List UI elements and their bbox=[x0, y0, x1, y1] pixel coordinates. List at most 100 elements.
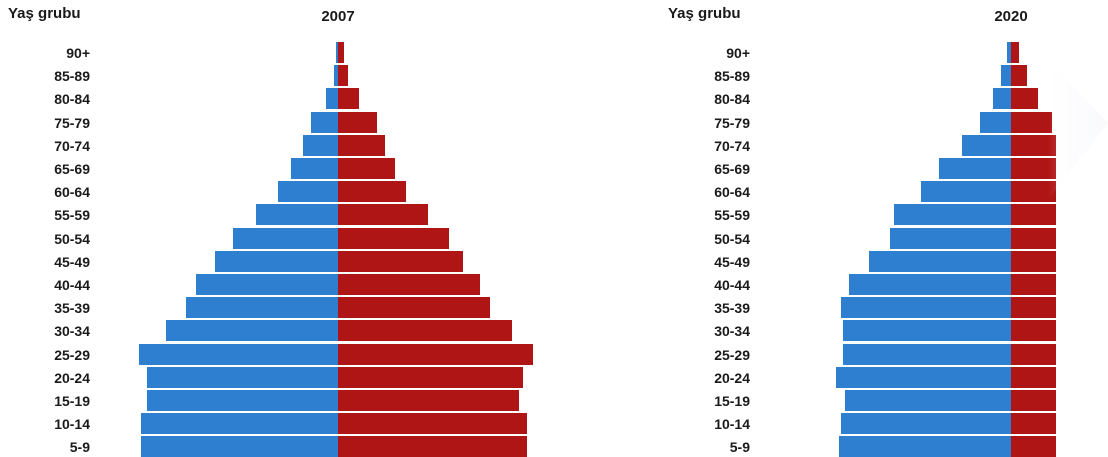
tick-label: 35-39 bbox=[714, 300, 750, 317]
chart-title: 2020 bbox=[994, 8, 1028, 25]
bar-female bbox=[338, 436, 528, 457]
tick-label: 5-9 bbox=[729, 439, 750, 456]
pyramid-chart-2020: Yaş grubu 2020 90+ 85-89 80-84 75-79 70-74 65… bbox=[660, 0, 1108, 457]
bar-male bbox=[849, 274, 1011, 295]
tick-label: 20-24 bbox=[54, 369, 90, 386]
tick-label: 55-59 bbox=[54, 207, 90, 224]
bar-male bbox=[141, 413, 338, 435]
tick-label: 80-84 bbox=[54, 91, 90, 108]
tick-label: 30-34 bbox=[714, 323, 750, 340]
tick-label: 85-89 bbox=[714, 68, 750, 85]
tick-label: 55-59 bbox=[714, 207, 750, 224]
tick-label: 15-19 bbox=[54, 393, 90, 409]
tick-label: 25-29 bbox=[54, 346, 90, 363]
bar-male bbox=[921, 181, 1011, 203]
bar-female bbox=[338, 134, 385, 156]
bar-female bbox=[1011, 413, 1056, 435]
tick-label: 70-74 bbox=[714, 137, 750, 154]
bar-male bbox=[1007, 42, 1011, 63]
bar-female bbox=[338, 297, 491, 319]
chart-title: 2007 bbox=[321, 8, 355, 25]
bar-male bbox=[845, 390, 1011, 411]
bar-female bbox=[1011, 42, 1019, 63]
tick-label: 50-54 bbox=[54, 230, 90, 247]
bar-male bbox=[839, 436, 1011, 457]
bar-female bbox=[338, 250, 463, 272]
tick-label: 45-49 bbox=[714, 253, 750, 270]
y-axis-title: Yaş grubu bbox=[668, 5, 741, 22]
bar-female bbox=[1011, 274, 1056, 295]
bar-female bbox=[338, 111, 377, 133]
bar-male bbox=[336, 42, 338, 63]
bar-male bbox=[334, 65, 338, 87]
bar-female bbox=[1011, 366, 1056, 388]
bar-female bbox=[338, 320, 512, 342]
bar-male bbox=[979, 111, 1011, 133]
bar-female bbox=[338, 88, 360, 110]
bar-female bbox=[338, 181, 407, 203]
bar-male bbox=[277, 181, 338, 203]
bar-male bbox=[256, 204, 338, 226]
bar-male bbox=[139, 343, 338, 365]
tick-label: 75-79 bbox=[54, 114, 90, 131]
bar-female bbox=[1011, 297, 1056, 319]
tick-label: 30-34 bbox=[54, 323, 90, 340]
tick-label: 60-64 bbox=[714, 184, 750, 201]
tick-label: 65-69 bbox=[54, 161, 90, 177]
bar-female bbox=[338, 343, 533, 365]
bar-female bbox=[338, 158, 395, 179]
bar-female bbox=[1011, 158, 1056, 179]
bar-male bbox=[185, 297, 338, 319]
bar-female bbox=[338, 390, 520, 411]
bar-female bbox=[338, 42, 344, 63]
tick-label: 10-14 bbox=[54, 416, 90, 433]
bar-male bbox=[843, 320, 1011, 342]
bar-male bbox=[195, 274, 338, 295]
tick-label: 80-84 bbox=[714, 91, 750, 108]
bar-female bbox=[338, 227, 450, 249]
bar-male bbox=[326, 88, 338, 110]
bar-male bbox=[835, 366, 1011, 388]
tick-label: 50-54 bbox=[714, 230, 750, 247]
bar-male bbox=[962, 134, 1011, 156]
bar-female bbox=[1011, 204, 1056, 226]
bar-male bbox=[166, 320, 338, 342]
bar-female bbox=[338, 204, 428, 226]
bar-male bbox=[232, 227, 338, 249]
bar-female bbox=[338, 65, 348, 87]
tick-label: 70-74 bbox=[54, 137, 90, 154]
bar-female bbox=[1011, 134, 1056, 156]
tick-label: 85-89 bbox=[54, 68, 90, 85]
bar-male bbox=[291, 158, 338, 179]
bar-male bbox=[868, 250, 1011, 272]
tick-label: 5-9 bbox=[69, 439, 90, 456]
tick-label: 60-64 bbox=[54, 184, 90, 201]
bar-male bbox=[146, 366, 338, 388]
tick-label: 25-29 bbox=[714, 346, 750, 363]
bar-male bbox=[843, 343, 1011, 365]
bar-female bbox=[338, 366, 524, 388]
bar-male bbox=[938, 158, 1011, 179]
bar-male bbox=[1001, 65, 1011, 87]
bar-male bbox=[310, 111, 338, 133]
bar-female bbox=[1011, 250, 1056, 272]
y-axis-title: Yaş grubu bbox=[8, 5, 81, 22]
bar-female bbox=[1011, 343, 1056, 365]
bar-male bbox=[146, 390, 338, 411]
tick-label: 45-49 bbox=[54, 253, 90, 270]
tick-label: 15-19 bbox=[714, 393, 750, 409]
tick-label: 90+ bbox=[726, 45, 750, 61]
bar-male bbox=[841, 297, 1011, 319]
bar-female bbox=[338, 413, 528, 435]
bar-male bbox=[215, 250, 338, 272]
bar-male bbox=[141, 436, 338, 457]
bar-female bbox=[1011, 320, 1056, 342]
bar-male bbox=[993, 88, 1011, 110]
tick-label: 20-24 bbox=[714, 369, 750, 386]
bar-female bbox=[1011, 181, 1056, 203]
bar-female bbox=[338, 274, 481, 295]
bar-male bbox=[841, 413, 1011, 435]
bar-female bbox=[1011, 436, 1056, 457]
tick-label: 90+ bbox=[66, 45, 90, 61]
bar-female bbox=[1011, 65, 1027, 87]
